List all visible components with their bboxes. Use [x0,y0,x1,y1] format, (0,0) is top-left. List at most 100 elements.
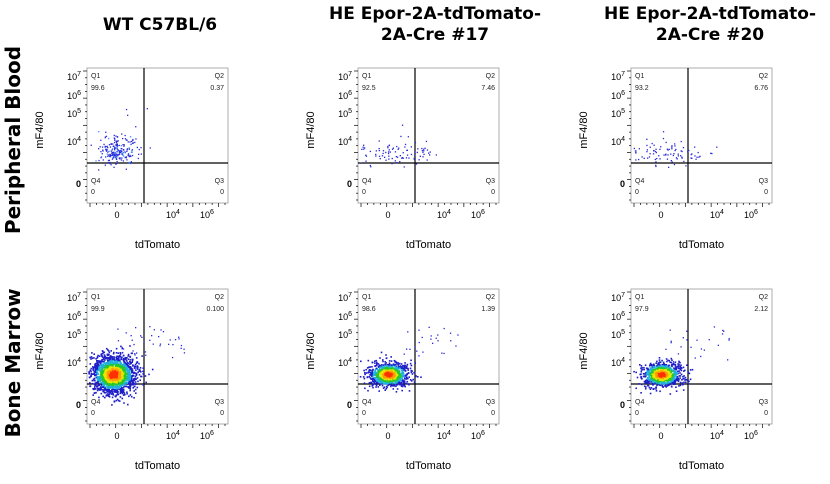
event-dot [98,355,101,357]
event-dot [126,385,128,388]
event-dot [168,343,170,345]
event-dot [673,383,675,386]
event-dot [125,358,127,361]
event-dot [117,363,120,365]
event-dot [171,356,174,359]
event-dot [130,376,132,378]
event-dot [124,363,126,365]
event-dot [384,380,387,382]
event-dot [385,354,387,356]
event-dot [117,140,119,142]
quadrant-value-q1: 99.6 [91,85,105,92]
event-dot [696,156,698,158]
event-dot [660,146,662,148]
event-dot [379,384,381,386]
event-dot [368,376,371,378]
event-dot [658,365,660,367]
event-dot [655,164,657,166]
event-dot [134,385,136,388]
event-dot [369,164,371,167]
event-dot [110,355,112,358]
event-dot [390,380,393,383]
event-dot [676,377,678,380]
event-dot [380,381,383,384]
y-tick-label: 107 [67,292,81,303]
event-dot [382,359,384,361]
event-dot [111,366,113,368]
event-dot [661,359,663,362]
event-dot [129,136,132,138]
event-dot [392,372,395,375]
event-dot [108,155,111,157]
event-dot [654,367,656,369]
event-dot [106,381,109,384]
event-dot [97,378,100,381]
event-dot [102,149,104,151]
event-dot [104,389,106,391]
event-dot [102,150,104,152]
event-dot [112,368,115,371]
event-dot [126,360,128,362]
event-dot [92,366,94,368]
event-dot [395,381,398,384]
event-dot [669,378,671,380]
event-dot [133,378,136,381]
event-dot [649,378,651,381]
event-dot [117,373,119,376]
event-dot [129,383,131,386]
event-dot [100,384,102,386]
event-dot [658,361,661,363]
event-dot [378,364,381,366]
event-dot [654,381,656,384]
event-dot [141,336,143,338]
event-dot [384,375,386,378]
event-dot [643,157,645,159]
event-dot [646,151,648,153]
event-dot [399,368,401,370]
event-dot [388,158,390,160]
event-dot [727,359,729,361]
event-dot [403,367,405,370]
event-dot [385,365,388,367]
event-dot [114,139,116,141]
event-dot [122,144,124,146]
event-dot [122,348,125,350]
event-dot [98,360,101,362]
event-dot [658,373,660,375]
event-dot [648,371,650,374]
event-dot [410,146,412,148]
event-dot [116,383,118,385]
event-dot [658,371,661,374]
event-dot [643,366,645,369]
event-dot [384,361,386,363]
event-dot [370,378,372,380]
event-dot [640,369,643,371]
event-dot [119,364,122,366]
event-dot [112,375,114,378]
event-dot [667,369,669,371]
event-dot [371,385,374,387]
event-dot [114,388,116,391]
event-dot [429,151,431,153]
event-dot [389,151,391,153]
event-dot [677,155,679,157]
event-dot [101,371,103,373]
event-dot [386,374,389,377]
event-dot [105,380,107,383]
event-dot [116,162,118,164]
event-dot [108,154,110,156]
event-dot [127,371,130,373]
event-dot [678,367,681,370]
event-dot [371,373,373,376]
event-dot [104,370,107,372]
event-dot [407,331,409,333]
event-dot [679,372,681,374]
event-dot [99,388,102,390]
event-dot [676,379,679,382]
x-tick-label: 0 [658,210,663,220]
event-dot [666,376,669,379]
event-dot [703,349,705,351]
event-dot [391,376,394,378]
event-dot [672,154,674,157]
event-dot [159,345,161,347]
